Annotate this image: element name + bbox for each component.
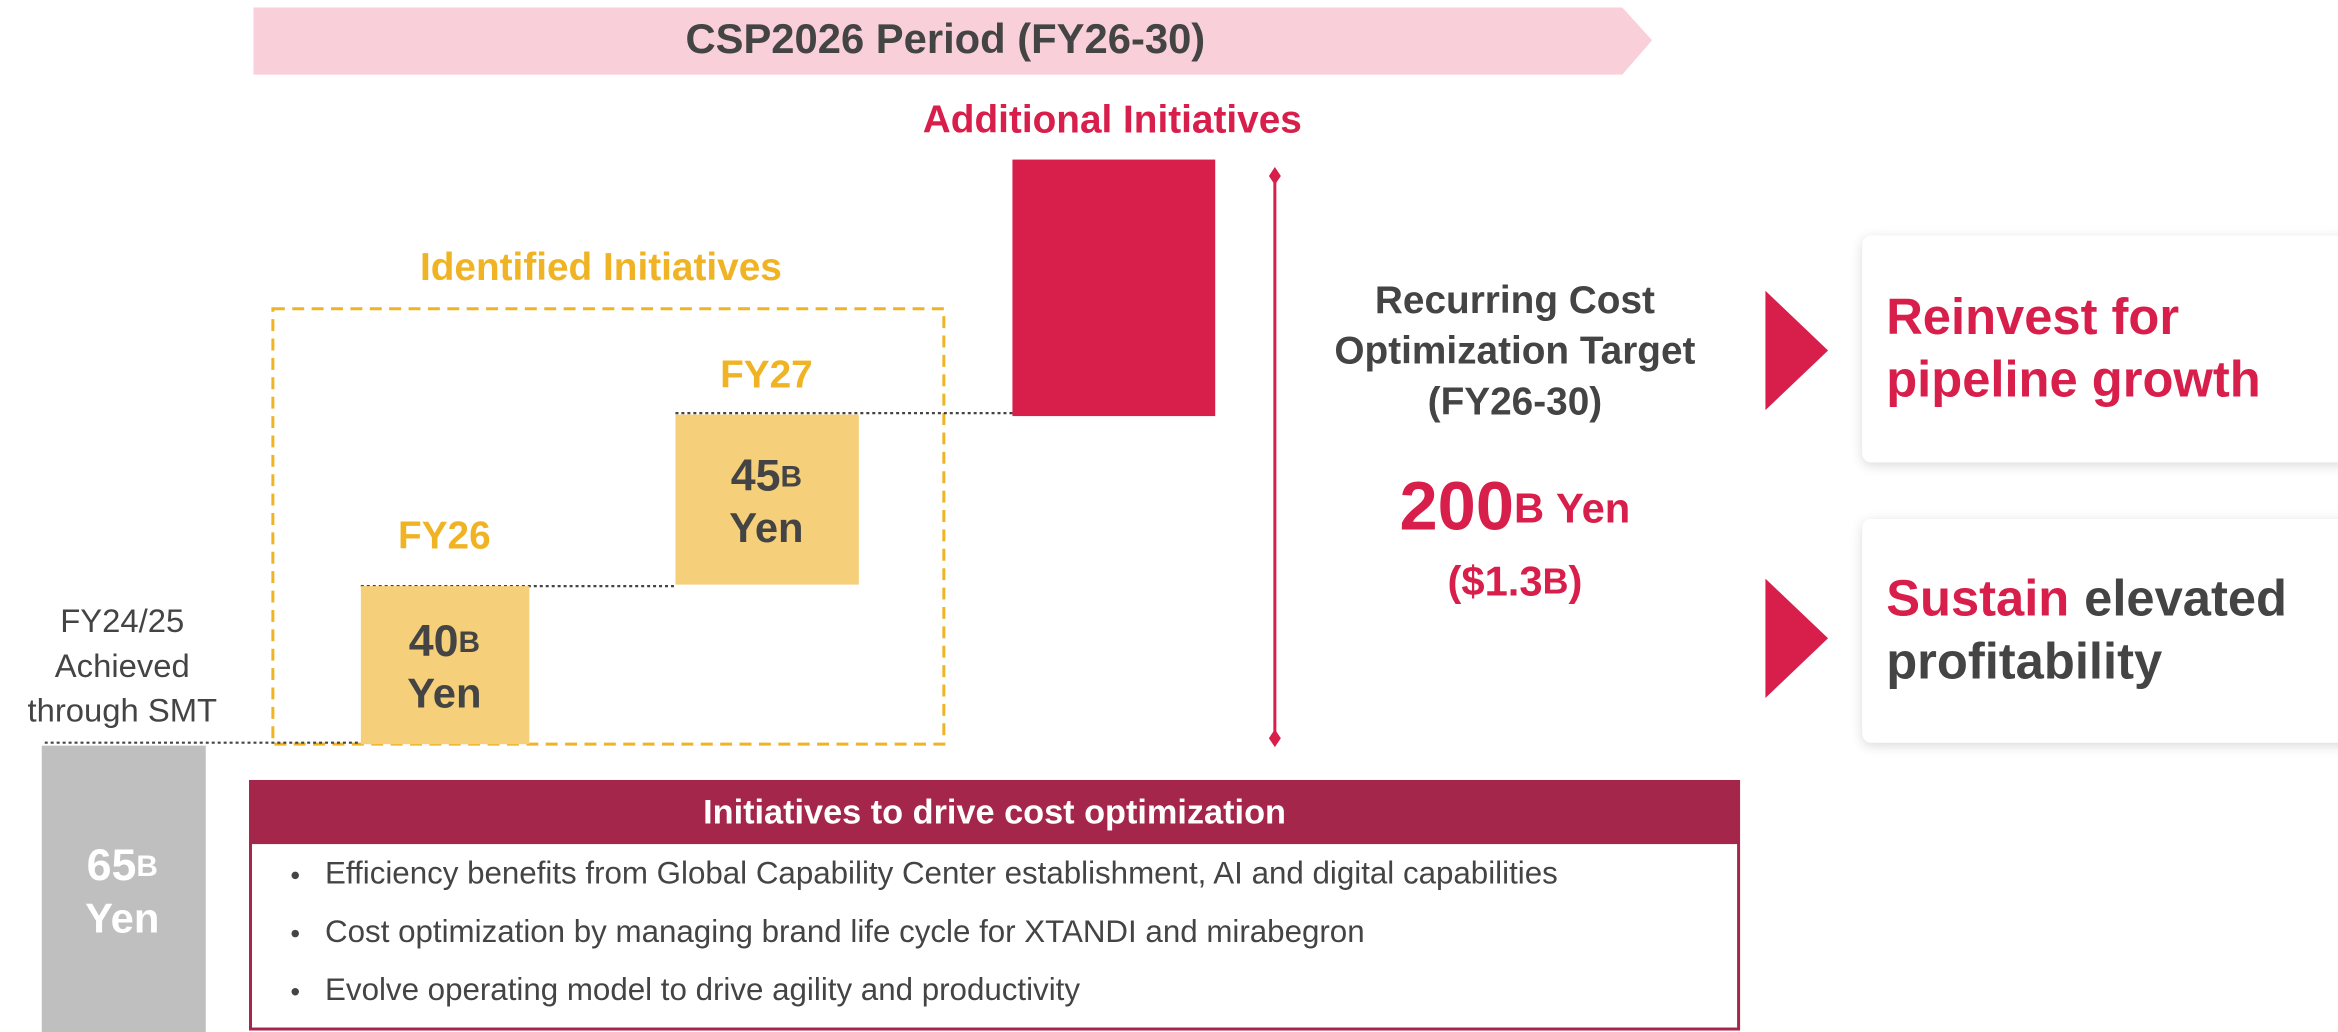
outcome-arrow (1765, 578, 1829, 698)
outcome-card (1862, 518, 2338, 743)
outcome-text: Sustain elevated (1886, 570, 2287, 627)
target-amount: 200B Yen (1400, 468, 1631, 545)
bullet (291, 988, 299, 996)
step-amount: 40B (409, 617, 480, 666)
target-title: (FY26-30) (1428, 380, 1603, 423)
outcome-arrow (1765, 290, 1829, 411)
range-end (1268, 729, 1281, 748)
baseline-currency: Yen (85, 895, 159, 942)
step-amount: 45B (731, 452, 802, 501)
outcome-text: profitability (1886, 633, 2162, 690)
baseline-label: through SMT (27, 692, 217, 729)
identified-frame (271, 307, 946, 746)
outcome-text: Reinvest for (1886, 288, 2179, 345)
period-title: CSP2026 Period (FY26-30) (685, 15, 1205, 62)
additional-title: Additional Initiatives (923, 99, 1302, 142)
target-title: Recurring Cost (1375, 279, 1655, 322)
step-currency: Yen (407, 669, 481, 716)
identified-title: Identified Initiatives (420, 246, 782, 289)
initiatives-header (250, 781, 1739, 845)
initiatives-title: Initiatives to drive cost optimization (703, 793, 1286, 831)
baseline-label: FY24/25 (60, 602, 184, 639)
baseline-block (41, 745, 206, 1032)
initiative-item: Cost optimization by managing brand life… (325, 914, 1365, 949)
period-arrow (253, 7, 1653, 75)
step-block (360, 586, 530, 745)
baseline-label: Achieved (55, 647, 190, 684)
target-title: Optimization Target (1334, 330, 1695, 373)
target-usd: ($1.3B) (1447, 558, 1582, 605)
range-end (1268, 167, 1281, 185)
step-label: FY27 (720, 354, 813, 397)
initiative-item: Evolve operating model to drive agility … (325, 972, 1080, 1007)
step-currency: Yen (729, 504, 803, 551)
baseline-amount: 65B (87, 841, 158, 890)
bullet (291, 929, 299, 938)
initiatives-list: Efficiency benefits from Global Capabili… (291, 856, 1558, 1007)
initiative-item: Efficiency benefits from Global Capabili… (325, 856, 1558, 891)
additional-block (1012, 159, 1216, 417)
outcome-text: pipeline growth (1886, 351, 2260, 408)
bullet (291, 871, 299, 880)
step-label: FY26 (398, 515, 491, 558)
outcome-card (1862, 235, 2338, 463)
step-block (675, 414, 859, 585)
